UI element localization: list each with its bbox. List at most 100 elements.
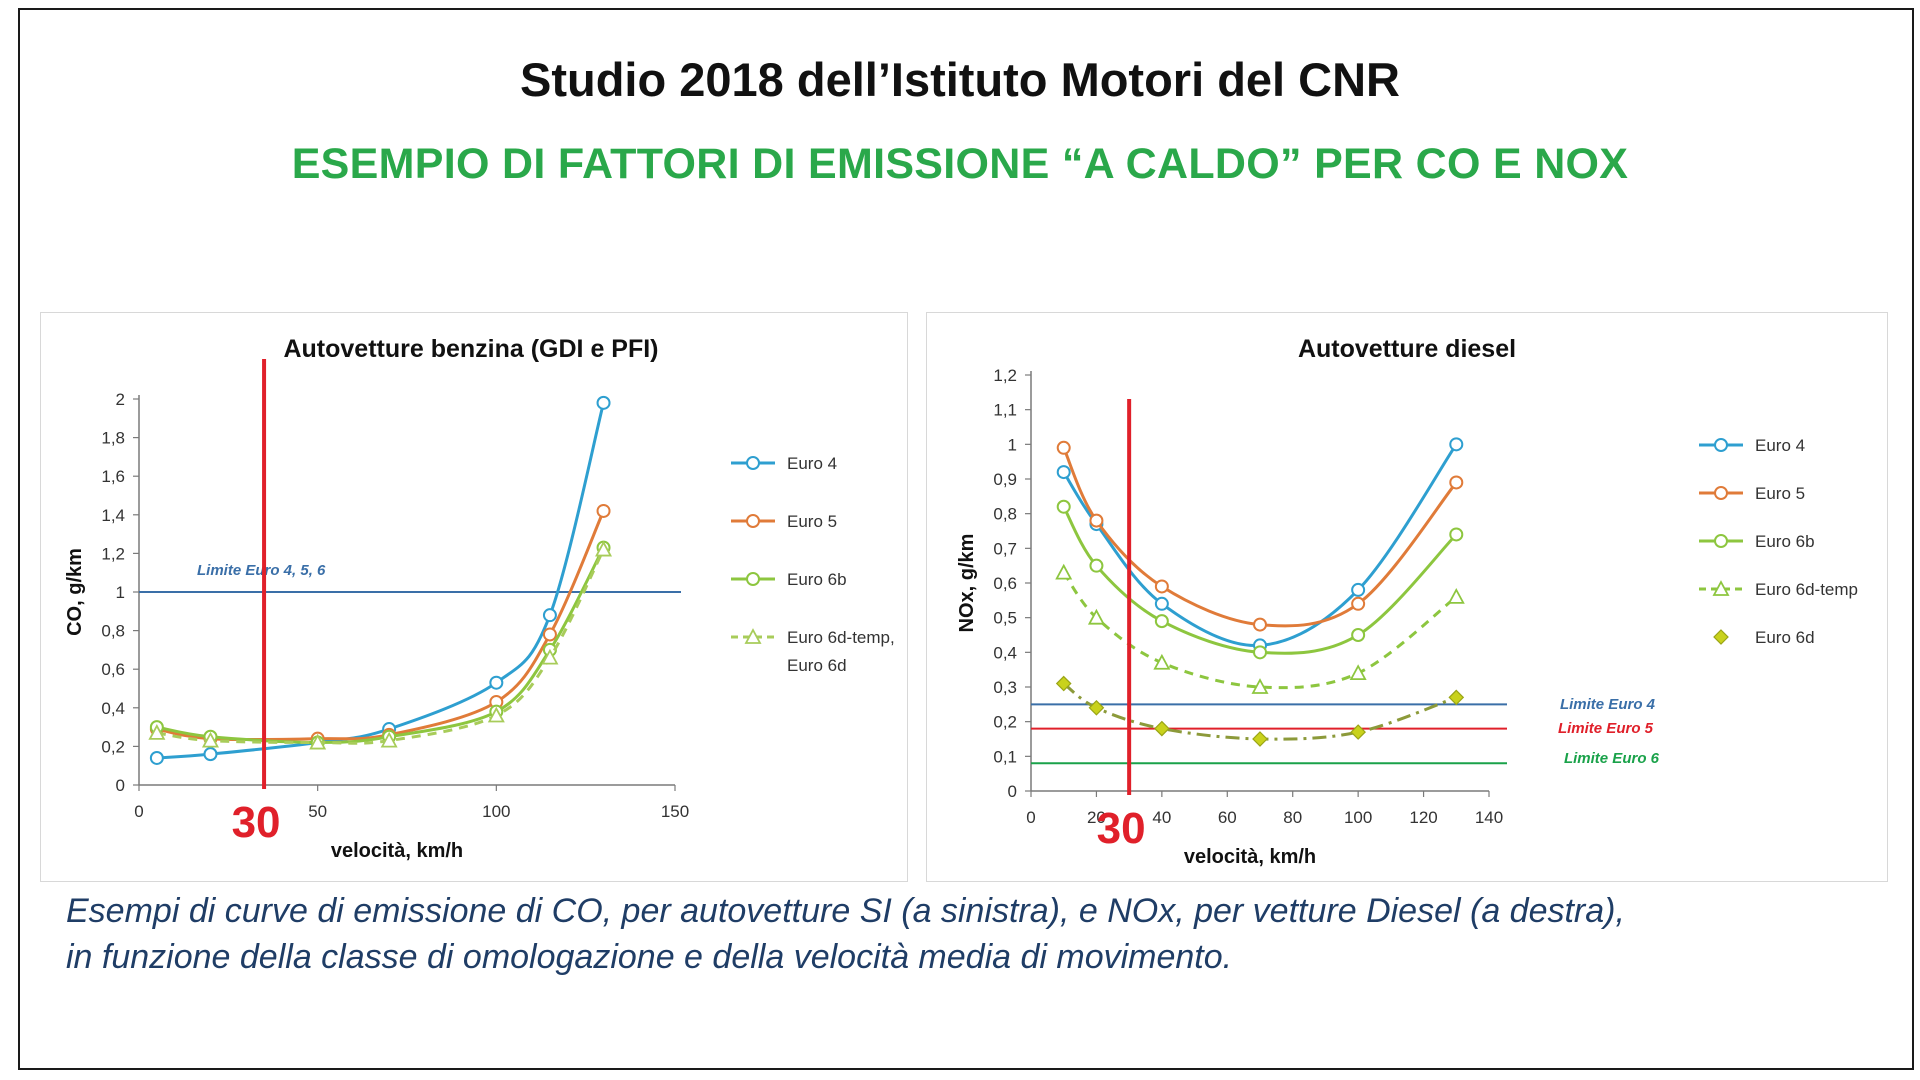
data-point [542,608,557,623]
figure-caption: Esempi di curve di emissione di CO, per … [66,888,1906,980]
x-tick-label: 140 [1475,808,1503,827]
x-tick-label: 0 [1026,808,1035,827]
y-tick-label: 0,4 [993,643,1017,662]
series-line-euro-4 [1062,443,1458,647]
y-tick-label: 0,9 [993,470,1017,489]
data-point [1449,475,1464,490]
data-point [542,627,557,642]
data-point [148,723,166,740]
legend-swatch-marker [1714,486,1728,500]
series-euro-5 [1056,440,1464,632]
legend-swatch-marker [746,514,760,528]
legend-label: Euro 4 [787,454,837,473]
x-tick-label: 40 [1152,808,1171,827]
data-point [595,540,613,557]
series-euro-6b [1056,499,1464,660]
y-tick-label: 0,6 [101,660,125,679]
chart-title: Autovetture benzina (GDI e PFI) [283,335,658,363]
series-euro-4 [149,395,611,765]
legend-swatch-marker [1713,629,1729,645]
x-tick-label: 0 [134,802,143,821]
slide-frame [18,8,1914,1070]
legend-swatch-marker [746,572,760,586]
data-point [1251,678,1269,694]
legend-label: Euro 4 [1755,436,1805,455]
slide-subtitle: ESEMPIO DI FATTORI DI EMISSIONE “A CALDO… [291,140,1629,188]
y-tick-label: 0,7 [993,539,1017,558]
legend-swatch-marker [1712,580,1730,596]
legend-swatch-marker [746,456,760,470]
data-point [1350,724,1366,740]
co-gasoline-chart: Autovetture benzina (GDI e PFI) 0 0,2 0,4 0,… [64,335,895,862]
legend-label: Euro 6d [787,656,847,675]
data-point [1351,582,1366,597]
data-point [1449,437,1464,452]
data-point [1448,689,1465,706]
slide-title: Studio 2018 dell’Istituto Motori del CNR [520,53,1400,106]
series-line-euro-4 [156,402,605,760]
x-tick-label: 120 [1409,808,1437,827]
limit-label-limite-euro-6: Limite Euro 6 [1564,750,1660,767]
y-tick-label: 0,3 [993,678,1017,697]
x-tick-label: 50 [308,802,327,821]
legend-item-euro-4: Euro 4 [1699,436,1805,455]
x-tick-label: 100 [482,802,510,821]
x-tick-label: 60 [1218,808,1237,827]
data-point [596,395,611,410]
legend-item-euro-6b: Euro 6b [1699,532,1815,551]
y-tick-label: 1,4 [101,506,125,525]
caption-line-1: Esempi di curve di emissione di CO, per … [66,892,1625,930]
legend-label: Euro 6d-temp [1755,580,1858,599]
data-point [1447,587,1465,604]
legend-item-euro-5: Euro 5 [731,512,837,531]
data-point [1351,628,1366,642]
legend-label: Euro 6d-temp, [787,628,895,647]
data-point [380,731,398,748]
y-tick-label: 0,8 [101,622,125,641]
data-point [1056,465,1071,480]
series-euro-6d-temp [1055,563,1465,694]
series-euro-6d-temp-euro-6d [148,540,613,750]
data-point [487,706,505,723]
series-line-euro-5 [156,510,605,742]
y-tick-label: 0 [116,776,125,795]
y-tick-label: 0,8 [993,505,1017,524]
data-point [596,503,611,518]
data-point [1449,527,1464,542]
y-tick-label: 0,5 [993,609,1017,628]
x-tick-label: 150 [661,802,689,821]
data-point [1153,653,1171,670]
y-tick-label: 0,6 [993,574,1017,593]
limit-label-limite-euro-4: Limite Euro 4 [1560,696,1656,713]
legend-label: Euro 5 [1755,484,1805,503]
speed-30-marker-label: 30 [232,798,281,847]
y-tick-label: 0,1 [993,747,1017,766]
data-point [1154,614,1169,629]
x-tick-label: 80 [1283,808,1302,827]
x-tick-label: 100 [1344,808,1372,827]
y-tick-label: 0 [1008,782,1017,801]
y-tick-label: 1 [116,583,125,602]
data-point [1351,596,1366,611]
legend-label: Euro 6b [1755,532,1815,551]
legend-item-euro-6d-temp: Euro 6d-temp [1699,580,1858,599]
y-tick-label: 0,2 [101,737,125,756]
y-tick-label: 1,1 [993,401,1017,420]
data-point [309,733,327,750]
data-point [1055,563,1073,580]
data-point [1252,731,1268,747]
y-tick-label: 2 [116,390,125,409]
legend-item-euro-6b: Euro 6b [731,570,847,589]
data-point [1253,645,1267,660]
y-tick-label: 1 [1008,435,1017,454]
left-chart-panel: Autovetture benzina (GDI e PFI) 0 0,2 0,4 0,… [40,312,908,882]
x-axis-label: velocità, km/h [1184,846,1316,868]
caption-line-2: in funzione della classe di omologazione… [66,938,1233,976]
data-point [1055,675,1072,692]
data-point [1088,699,1105,716]
legend-label: Euro 6b [787,570,847,589]
legend-item-euro-6d-temp-euro-6d: Euro 6d-temp, Euro 6d [731,628,895,675]
series-euro-6d [1055,675,1465,747]
data-point [203,747,218,762]
chart-title: Autovetture diesel [1298,335,1516,363]
